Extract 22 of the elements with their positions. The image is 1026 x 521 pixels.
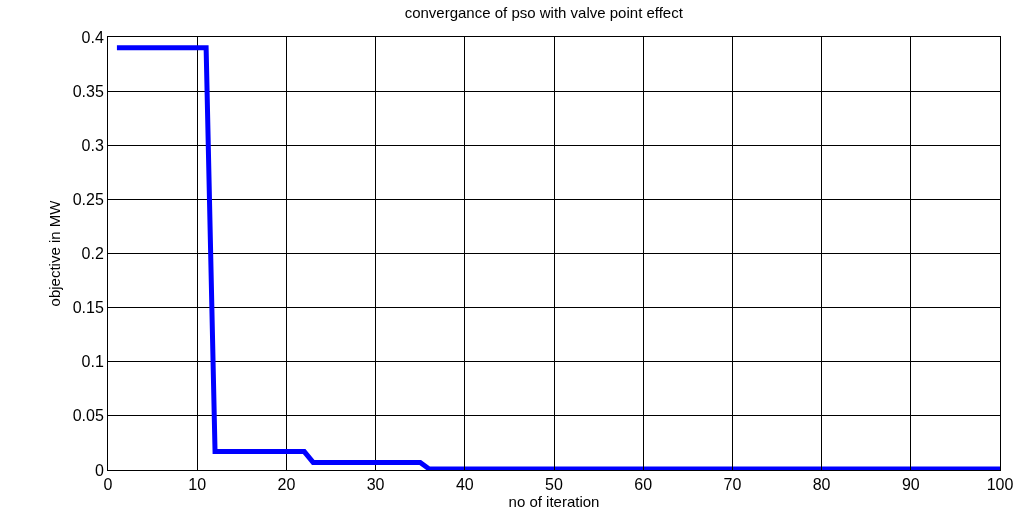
y-tick-label: 0.3 <box>81 136 104 154</box>
y-tick-label: 0.4 <box>81 28 104 46</box>
x-tick-label: 30 <box>366 476 385 494</box>
x-tick-label: 10 <box>188 476 207 494</box>
y-tick-label: 0 <box>94 461 104 479</box>
y-axis-title: objective in MW <box>45 199 63 307</box>
y-tick-label: 0.15 <box>72 299 104 317</box>
x-tick-label: 20 <box>277 476 296 494</box>
y-tick-label: 0.05 <box>72 407 104 425</box>
y-tick-label: 0.25 <box>72 190 104 208</box>
y-tick-label: 0.1 <box>81 353 104 371</box>
x-tick-label: 60 <box>634 476 653 494</box>
y-tick-label: 0.35 <box>72 82 104 100</box>
x-tick-label: 80 <box>812 476 831 494</box>
x-tick-label: 100 <box>986 476 1014 494</box>
x-tick-label: 40 <box>455 476 474 494</box>
chart-title: convergance of pso with valve point effect <box>404 4 684 22</box>
x-tick-label: 90 <box>901 476 920 494</box>
x-axis-title: no of iteration <box>508 493 600 511</box>
y-tick-label: 0.2 <box>81 245 104 263</box>
x-tick-label: 70 <box>723 476 742 494</box>
x-tick-label: 50 <box>545 476 563 494</box>
